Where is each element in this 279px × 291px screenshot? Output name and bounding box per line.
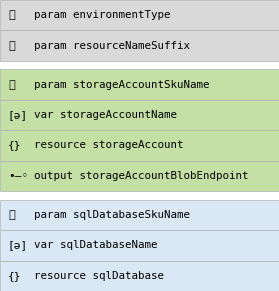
Text: {}: {} <box>8 271 21 281</box>
Text: [ə]: [ə] <box>8 110 28 120</box>
Text: var storageAccountName: var storageAccountName <box>34 110 177 120</box>
Text: ☷: ☷ <box>8 10 15 20</box>
Bar <box>0 130 279 161</box>
Text: param environmentType: param environmentType <box>34 10 170 20</box>
Bar <box>0 0 279 30</box>
Text: param sqlDatabaseSkuName: param sqlDatabaseSkuName <box>34 210 190 220</box>
Bar <box>0 161 279 191</box>
Text: output storageAccountBlobEndpoint: output storageAccountBlobEndpoint <box>34 171 249 181</box>
Text: ☷: ☷ <box>8 210 15 220</box>
Text: ☷: ☷ <box>8 80 15 90</box>
Bar <box>0 70 279 100</box>
Bar <box>0 261 279 291</box>
Bar <box>0 230 279 261</box>
Text: •—◦: •—◦ <box>8 171 28 181</box>
Text: resource sqlDatabase: resource sqlDatabase <box>34 271 164 281</box>
Text: var sqlDatabaseName: var sqlDatabaseName <box>34 240 158 250</box>
Bar <box>0 30 279 61</box>
Text: ☷: ☷ <box>8 41 15 51</box>
Text: [ə]: [ə] <box>8 240 28 250</box>
Bar <box>0 200 279 230</box>
Bar <box>0 100 279 130</box>
Text: {}: {} <box>8 141 21 150</box>
Text: param resourceNameSuffix: param resourceNameSuffix <box>34 41 190 51</box>
Text: resource storageAccount: resource storageAccount <box>34 141 184 150</box>
Text: param storageAccountSkuName: param storageAccountSkuName <box>34 80 210 90</box>
